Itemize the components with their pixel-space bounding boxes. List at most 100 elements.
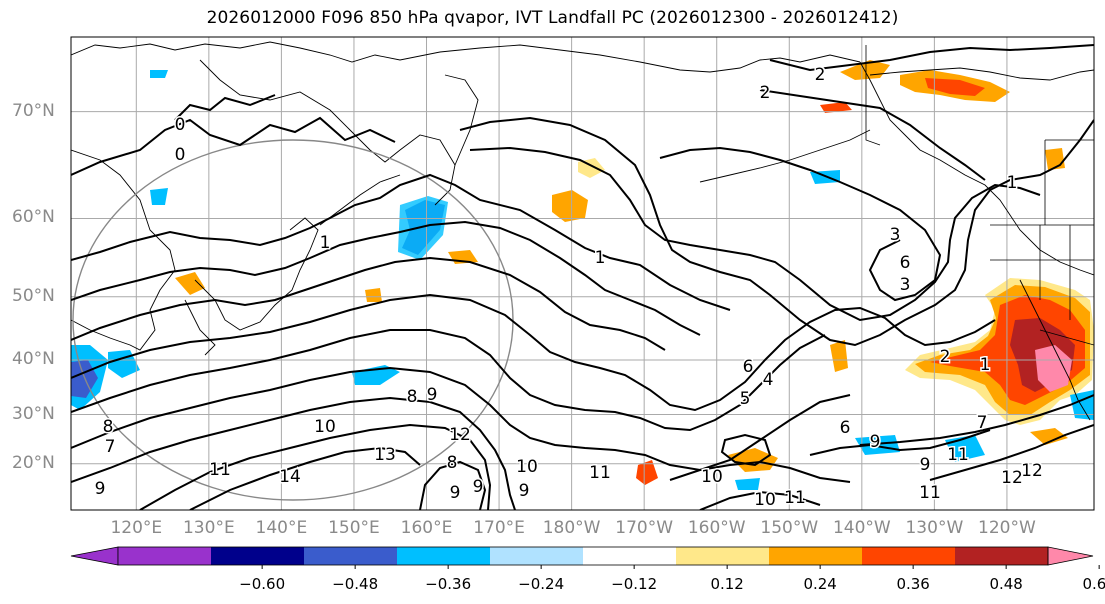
plot-border xyxy=(70,36,1095,511)
coast-east-asia xyxy=(71,149,176,351)
contour-label: 14 xyxy=(279,467,301,487)
lon-label: 130°E xyxy=(182,518,235,538)
contour-12-e xyxy=(929,424,1094,481)
shade-positive-yukon-2 xyxy=(925,78,985,96)
contour-label: 6 xyxy=(900,253,911,273)
shade-negative-mp7 xyxy=(150,188,168,205)
colorbar-tick-label: 0.60 xyxy=(1082,575,1105,593)
colorbar-tick-label: 0.36 xyxy=(896,575,930,593)
contour-3-pac xyxy=(659,146,942,302)
shade-positive-arctic xyxy=(840,60,890,80)
lon-label: 140°W xyxy=(832,518,891,538)
lat-lon-grid xyxy=(71,37,1094,510)
lon-label: 170°E xyxy=(473,518,525,538)
contour-label: 8 xyxy=(103,417,114,437)
contour-label: 11 xyxy=(209,460,231,480)
colorbar-swatch xyxy=(304,547,398,565)
contour-0b xyxy=(174,94,276,121)
contour-label: 12 xyxy=(1021,461,1043,481)
colorbar-swatch xyxy=(583,547,677,565)
contour-label: 13 xyxy=(374,445,396,465)
lon-label: 160°E xyxy=(400,518,453,538)
contour-label: 5 xyxy=(740,389,751,409)
contour-label: 8 xyxy=(447,453,458,473)
lon-label: 120°W xyxy=(978,518,1036,538)
contour-label: 11 xyxy=(589,463,611,483)
contour-label: 11 xyxy=(947,445,969,465)
coast-okhotsk xyxy=(199,59,456,206)
border-us-states xyxy=(990,225,1094,320)
border-canada-provinces xyxy=(1044,139,1094,225)
colorbar-border xyxy=(117,546,1049,566)
shade-negative-mp3 xyxy=(855,435,900,455)
contour-loop-8 xyxy=(720,433,772,467)
contour-5 xyxy=(71,329,826,432)
border-layer xyxy=(865,45,1094,346)
shade-positive-bering xyxy=(820,102,852,113)
coast-asia-north xyxy=(71,41,861,73)
lat-label: 60°N xyxy=(12,207,55,228)
lon-label: 130°W xyxy=(905,518,964,538)
contour-label: 10 xyxy=(516,457,538,477)
colorbar-tick-label: 0.12 xyxy=(710,575,744,593)
contour-label: 9 xyxy=(920,455,931,475)
contour-2-pac xyxy=(469,146,1041,322)
landfall-circle xyxy=(72,139,514,501)
contour-label: 6 xyxy=(743,357,754,377)
lat-label: 70°N xyxy=(12,100,55,121)
colorbar-swatch xyxy=(490,547,584,565)
contour-label: 9 xyxy=(427,385,438,405)
coast-arctic-na xyxy=(869,67,1094,81)
lon-label: 170°W xyxy=(615,518,674,538)
contour-label: 12 xyxy=(449,425,471,445)
contour-label: 2 xyxy=(940,347,951,367)
contour-11-s xyxy=(699,490,821,510)
colorbar-swatch xyxy=(955,547,1049,565)
contour-1-n xyxy=(769,44,1094,72)
shading-layer xyxy=(71,60,1094,490)
colorbar-swatch xyxy=(397,547,491,565)
coast-aleutian xyxy=(699,129,871,183)
shade-positive-np4 xyxy=(636,460,658,485)
contour-0 xyxy=(71,116,396,176)
shade-positive-np1 xyxy=(552,190,588,222)
contour-label: 9 xyxy=(519,481,530,501)
contour-label: 2 xyxy=(760,83,771,103)
colorbar-swatch xyxy=(769,547,863,565)
contour-layer xyxy=(71,44,1094,510)
coast-kuril xyxy=(319,174,401,226)
colorbar-tick-label: 0.48 xyxy=(989,575,1023,593)
contour-label: 9 xyxy=(473,477,484,497)
shade-positive-np9 xyxy=(830,340,848,372)
colorbar-swatch xyxy=(862,547,956,565)
shade-negative-mp6 xyxy=(150,70,168,78)
contour-2 xyxy=(71,220,701,336)
contour-7 xyxy=(71,396,516,510)
lon-label: 150°W xyxy=(760,518,819,538)
colorbar-swatch xyxy=(118,547,212,565)
coast-sea xyxy=(184,299,216,356)
contour-label: 0 xyxy=(175,145,186,165)
contour-label: 9 xyxy=(95,479,106,499)
contour-label: 9 xyxy=(450,483,461,503)
map-title: 2026012000 F096 850 hPa qvapor, IVT Land… xyxy=(206,8,899,28)
contour-6 xyxy=(71,366,851,472)
colorbar-swatch xyxy=(676,547,770,565)
contour-label: 3 xyxy=(890,225,901,245)
coast-na-west xyxy=(1019,279,1091,421)
colorbar-extend-max xyxy=(1047,546,1094,566)
lat-label: 50°N xyxy=(12,285,55,306)
contour-8 xyxy=(139,423,492,510)
contour-label: 0 xyxy=(175,115,186,135)
contour-label: 4 xyxy=(763,370,774,390)
contour-label: 2 xyxy=(815,65,826,85)
contour-label: 8 xyxy=(407,387,418,407)
shade-positive-np6 xyxy=(365,288,382,302)
lon-label: 120°E xyxy=(110,518,163,538)
colorbar xyxy=(70,546,1100,569)
contour-9 xyxy=(419,460,487,510)
contour-label: 1 xyxy=(595,248,606,268)
contour-label: 6 xyxy=(840,418,851,438)
lon-label: 180°W xyxy=(542,518,601,538)
